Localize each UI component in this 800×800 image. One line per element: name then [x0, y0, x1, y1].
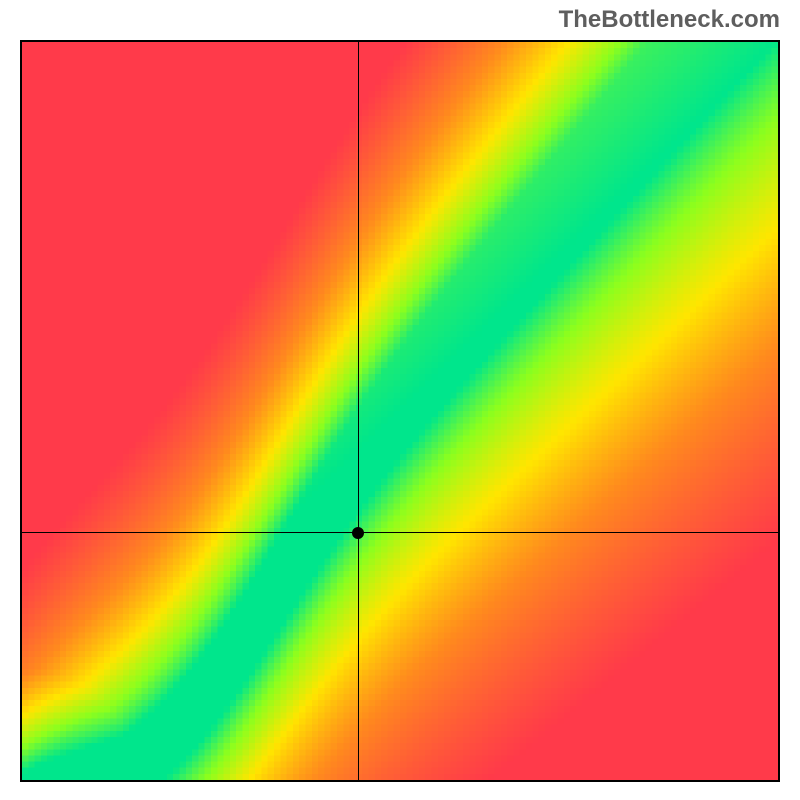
watermark-text: TheBottleneck.com	[559, 6, 780, 34]
crosshair-vertical	[358, 42, 359, 780]
crosshair-horizontal	[22, 532, 778, 533]
plot-border	[20, 40, 780, 782]
chart-container: TheBottleneck.com	[0, 0, 800, 800]
